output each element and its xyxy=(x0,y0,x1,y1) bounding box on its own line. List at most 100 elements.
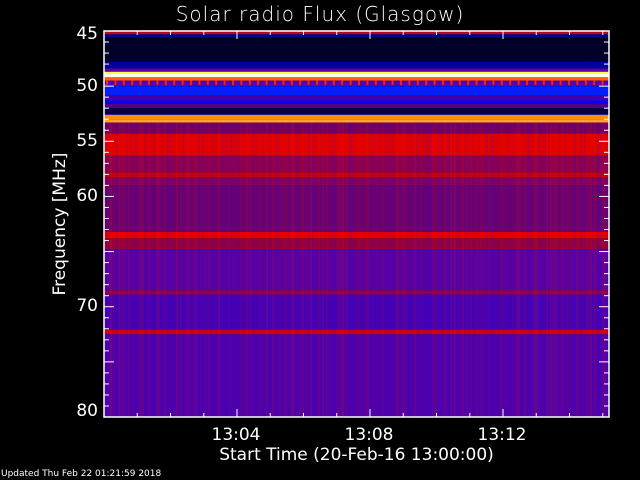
noise-streak xyxy=(464,122,466,417)
interference-mark xyxy=(190,80,192,86)
noise-streak xyxy=(204,122,206,417)
noise-streak xyxy=(394,123,396,417)
noise-streak xyxy=(404,122,406,417)
noise-streak xyxy=(382,122,384,417)
noise-streak xyxy=(294,123,296,417)
noise-streak xyxy=(152,122,154,417)
interference-mark xyxy=(290,80,293,86)
noise-streak xyxy=(596,122,598,417)
noise-streak xyxy=(490,122,492,417)
noise-streak xyxy=(570,123,572,417)
interference-mark xyxy=(492,80,495,86)
noise-streak xyxy=(236,123,238,417)
noise-streak xyxy=(528,122,530,417)
frequency-band xyxy=(104,231,609,239)
noise-streak xyxy=(582,123,584,417)
noise-streak xyxy=(376,122,378,417)
noise-streak xyxy=(472,122,474,417)
noise-streak xyxy=(184,123,186,417)
noise-streak xyxy=(460,123,462,417)
interference-mark xyxy=(122,80,125,86)
noise-streak xyxy=(216,123,218,417)
y-tick-label: 60 xyxy=(76,186,98,206)
noise-streak xyxy=(282,123,284,417)
noise-streak xyxy=(566,122,568,417)
noise-streak xyxy=(316,123,318,417)
noise-streak xyxy=(574,122,576,417)
noise-streak xyxy=(552,122,554,417)
noise-streak xyxy=(510,123,512,417)
noise-streak xyxy=(302,122,304,417)
noise-streak xyxy=(584,122,586,417)
frequency-band xyxy=(104,61,609,69)
noise-streak xyxy=(494,123,496,417)
noise-streak xyxy=(218,122,220,417)
noise-streak xyxy=(252,122,254,417)
noise-streak xyxy=(298,123,300,417)
noise-streak xyxy=(194,122,196,417)
interference-mark xyxy=(156,80,159,86)
noise-streak xyxy=(288,122,290,417)
interference-mark xyxy=(568,80,570,86)
frequency-band xyxy=(104,71,609,75)
noise-streak xyxy=(334,122,336,417)
noise-streak xyxy=(304,123,306,417)
interference-mark xyxy=(534,80,537,86)
noise-streak xyxy=(136,122,138,417)
noise-streak xyxy=(114,122,116,417)
interference-mark xyxy=(442,80,444,86)
noise-streak xyxy=(370,122,372,417)
noise-streak xyxy=(270,123,272,417)
y-tick-label: 80 xyxy=(76,401,98,421)
noise-streak xyxy=(272,122,274,417)
interference-mark xyxy=(475,80,478,86)
noise-streak xyxy=(292,122,294,417)
noise-streak xyxy=(232,122,234,417)
interference-mark xyxy=(198,80,201,86)
interference-mark xyxy=(374,80,377,86)
noise-streak xyxy=(422,123,424,417)
noise-streak xyxy=(210,122,212,417)
noise-streak xyxy=(564,122,566,417)
frequency-band xyxy=(104,31,609,35)
interference-mark xyxy=(593,80,596,86)
noise-streak xyxy=(354,123,356,417)
interference-mark xyxy=(240,80,243,86)
interference-mark xyxy=(391,80,394,86)
noise-streak xyxy=(148,122,150,417)
noise-streak xyxy=(266,122,268,417)
noise-streak xyxy=(326,122,328,417)
interference-mark xyxy=(316,80,318,86)
frequency-band xyxy=(104,119,609,123)
interference-mark xyxy=(408,80,411,86)
interference-mark xyxy=(324,80,327,86)
noise-streak xyxy=(176,122,178,417)
noise-streak xyxy=(544,122,546,417)
interference-mark xyxy=(358,80,360,86)
noise-streak xyxy=(414,122,416,417)
noise-streak xyxy=(314,122,316,417)
noise-streak xyxy=(590,122,592,417)
interference-mark xyxy=(114,80,117,86)
interference-mark xyxy=(551,80,554,86)
noise-streak xyxy=(172,123,174,417)
interference-mark xyxy=(584,80,587,86)
noise-streak xyxy=(112,122,114,417)
noise-streak xyxy=(516,122,518,417)
noise-streak xyxy=(390,122,392,417)
noise-streak xyxy=(470,122,472,417)
noise-streak xyxy=(554,122,556,417)
noise-streak xyxy=(454,122,456,417)
noise-streak xyxy=(190,122,192,417)
noise-streak xyxy=(604,122,606,417)
noise-streak xyxy=(530,123,532,417)
noise-streak xyxy=(372,123,374,417)
noise-streak xyxy=(368,122,370,417)
noise-streak xyxy=(206,123,208,417)
noise-streak xyxy=(238,122,240,417)
noise-streak xyxy=(594,122,596,417)
interference-mark xyxy=(164,80,167,86)
noise-streak xyxy=(492,122,494,417)
noise-streak xyxy=(450,122,452,417)
noise-streak xyxy=(226,122,228,417)
